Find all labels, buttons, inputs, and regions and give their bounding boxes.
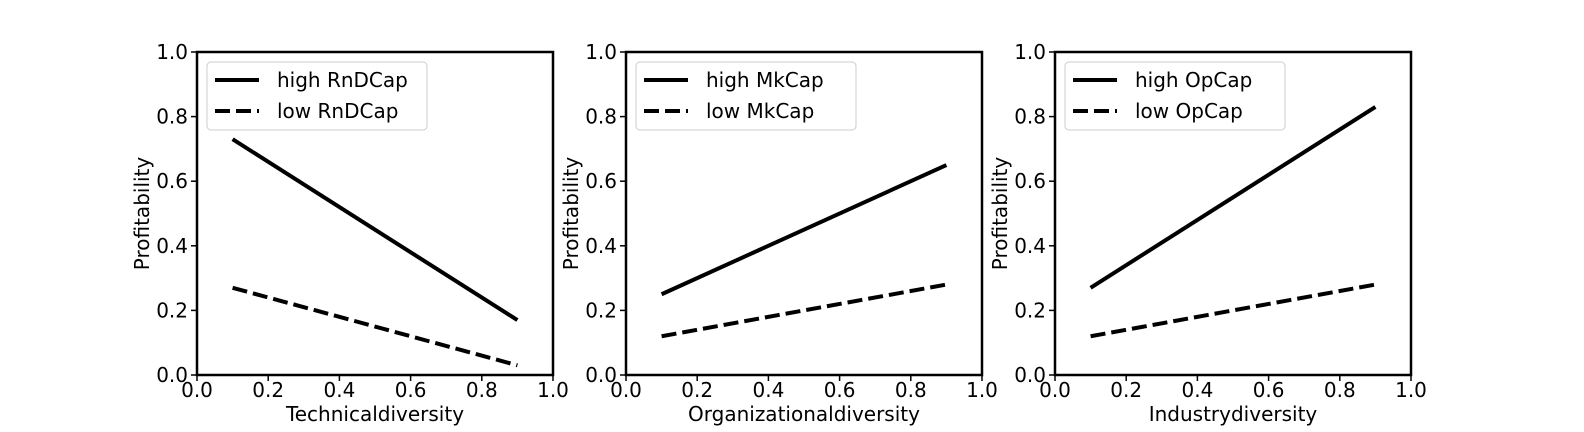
y-tick-label: 0.8 bbox=[1014, 105, 1046, 129]
series-line-high bbox=[231, 137, 519, 322]
x-tick-label: 1.0 bbox=[537, 378, 569, 402]
y-tick-label: 0.0 bbox=[585, 363, 617, 387]
legend-frame bbox=[206, 61, 428, 131]
x-tick-label: 0.4 bbox=[752, 378, 784, 402]
legend-label: low OpCap bbox=[1135, 99, 1243, 123]
chart-panel-1: 0.0 0.2 0.4 0.6 0.8 1.0 0.0 0.2 0.4 0.6 0.8 1.0 Tech… bbox=[130, 40, 569, 426]
y-tick-label: 0.2 bbox=[1014, 298, 1046, 322]
y-tick-label: 0.4 bbox=[156, 234, 188, 258]
series-line-low bbox=[232, 285, 518, 368]
y-tick-label: 0.6 bbox=[585, 169, 617, 193]
x-tick-label: 0.8 bbox=[1324, 378, 1356, 402]
x-axis-label: Technicaldiversity bbox=[285, 402, 464, 426]
axes-frame bbox=[1053, 50, 1413, 377]
y-tick-label: 0.2 bbox=[585, 298, 617, 322]
axes-frame bbox=[624, 50, 984, 377]
y-tick-label: 0.2 bbox=[156, 298, 188, 322]
series-line-high bbox=[1089, 105, 1377, 290]
y-tick-label: 1.0 bbox=[1014, 40, 1046, 64]
series-line-low bbox=[1090, 282, 1376, 339]
legend-label: low RnDCap bbox=[277, 99, 398, 123]
series-line-low bbox=[661, 282, 947, 339]
x-tick-label: 1.0 bbox=[966, 378, 998, 402]
x-tick-label: 0.4 bbox=[1181, 378, 1213, 402]
x-tick-label: 0.6 bbox=[824, 378, 856, 402]
y-tick-label: 1.0 bbox=[156, 40, 188, 64]
x-tick-label: 0.8 bbox=[895, 378, 927, 402]
x-tick-label: 0.4 bbox=[323, 378, 355, 402]
x-tick-label: 0.0 bbox=[181, 378, 213, 402]
y-axis-label: Profitability bbox=[988, 157, 1012, 271]
y-tick-label: 1.0 bbox=[585, 40, 617, 64]
y-tick-label: 0.8 bbox=[585, 105, 617, 129]
legend-label: high OpCap bbox=[1135, 68, 1252, 92]
x-tick-label: 0.2 bbox=[681, 378, 713, 402]
x-tick-label: 0.0 bbox=[1039, 378, 1071, 402]
y-tick-label: 0.0 bbox=[156, 363, 188, 387]
x-tick-label: 0.6 bbox=[1253, 378, 1285, 402]
legend-label: low MkCap bbox=[706, 99, 814, 123]
legend-frame bbox=[635, 61, 857, 131]
y-tick-label: 0.6 bbox=[1014, 169, 1046, 193]
series-line-high bbox=[660, 163, 948, 297]
x-tick-label: 0.2 bbox=[1110, 378, 1142, 402]
chart-panel-3: 0.0 0.2 0.4 0.6 0.8 1.0 0.0 0.2 0.4 0.6 0.8 1.0 Indu… bbox=[988, 40, 1427, 426]
x-axis-label: Organizationaldiversity bbox=[688, 402, 920, 426]
y-tick-label: 0.6 bbox=[156, 169, 188, 193]
x-axis-label: Industrydiversity bbox=[1149, 402, 1318, 426]
axes-frame bbox=[195, 50, 555, 377]
x-tick-label: 1.0 bbox=[1395, 378, 1427, 402]
x-tick-label: 0.6 bbox=[395, 378, 427, 402]
legend-label: high MkCap bbox=[706, 68, 824, 92]
chart-panel-2: 0.0 0.2 0.4 0.6 0.8 1.0 0.0 0.2 0.4 0.6 0.8 1.0 Orga… bbox=[559, 40, 998, 426]
y-axis-label: Profitability bbox=[559, 157, 583, 271]
x-tick-label: 0.0 bbox=[610, 378, 642, 402]
y-tick-label: 0.8 bbox=[156, 105, 188, 129]
y-tick-label: 0.4 bbox=[1014, 234, 1046, 258]
legend-label: high RnDCap bbox=[277, 68, 408, 92]
x-tick-label: 0.2 bbox=[252, 378, 284, 402]
y-tick-label: 0.0 bbox=[1014, 363, 1046, 387]
legend-frame bbox=[1064, 61, 1286, 131]
y-tick-label: 0.4 bbox=[585, 234, 617, 258]
y-axis-label: Profitability bbox=[130, 157, 154, 271]
x-tick-label: 0.8 bbox=[466, 378, 498, 402]
